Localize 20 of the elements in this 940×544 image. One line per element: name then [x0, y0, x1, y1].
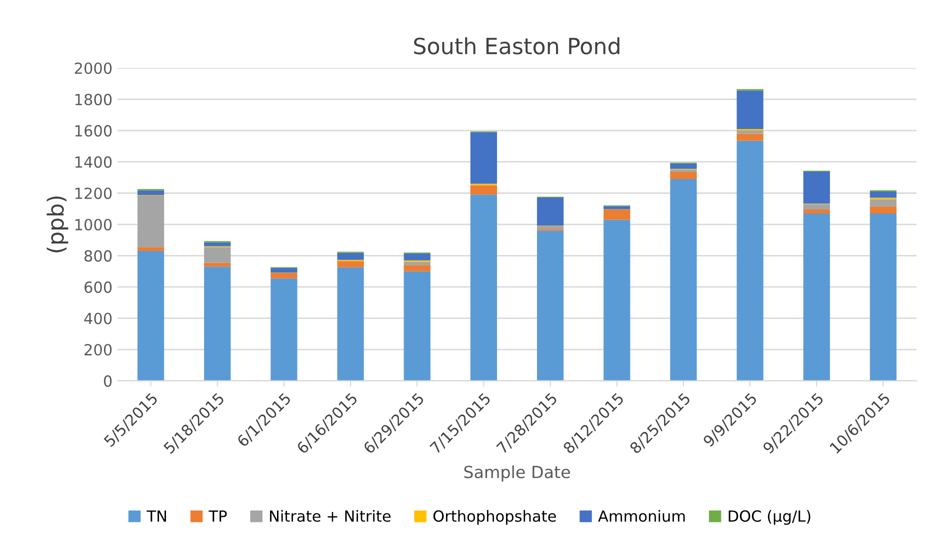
- y-tick-label: 1200: [75, 188, 112, 200]
- y-tick-label: 0: [104, 375, 112, 387]
- y-axis-title: (ppb): [46, 196, 68, 252]
- legend-label: DOC (µg/L): [728, 510, 810, 525]
- legend-label: TP: [208, 510, 227, 522]
- y-tick-label: 200: [84, 344, 112, 356]
- y-tick-label: 1400: [75, 156, 112, 168]
- y-tick-label: 1800: [75, 94, 112, 106]
- chart-title: South Easton Pond: [414, 37, 620, 54]
- y-tick-label: 800: [84, 250, 112, 262]
- x-axis-title: Sample Date: [464, 465, 570, 482]
- y-tick-label: 400: [84, 312, 112, 324]
- legend-label: Orthophopshate: [433, 510, 556, 525]
- y-tick-label: 1000: [75, 218, 112, 230]
- legend-label: TN: [146, 510, 166, 522]
- y-tick-label: 1600: [75, 125, 112, 137]
- legend-label: Ammonium: [598, 510, 685, 522]
- y-tick-label: 2000: [74, 62, 112, 74]
- y-tick-label: 600: [84, 281, 112, 293]
- legend-label: Nitrate + Nitrite: [270, 510, 391, 522]
